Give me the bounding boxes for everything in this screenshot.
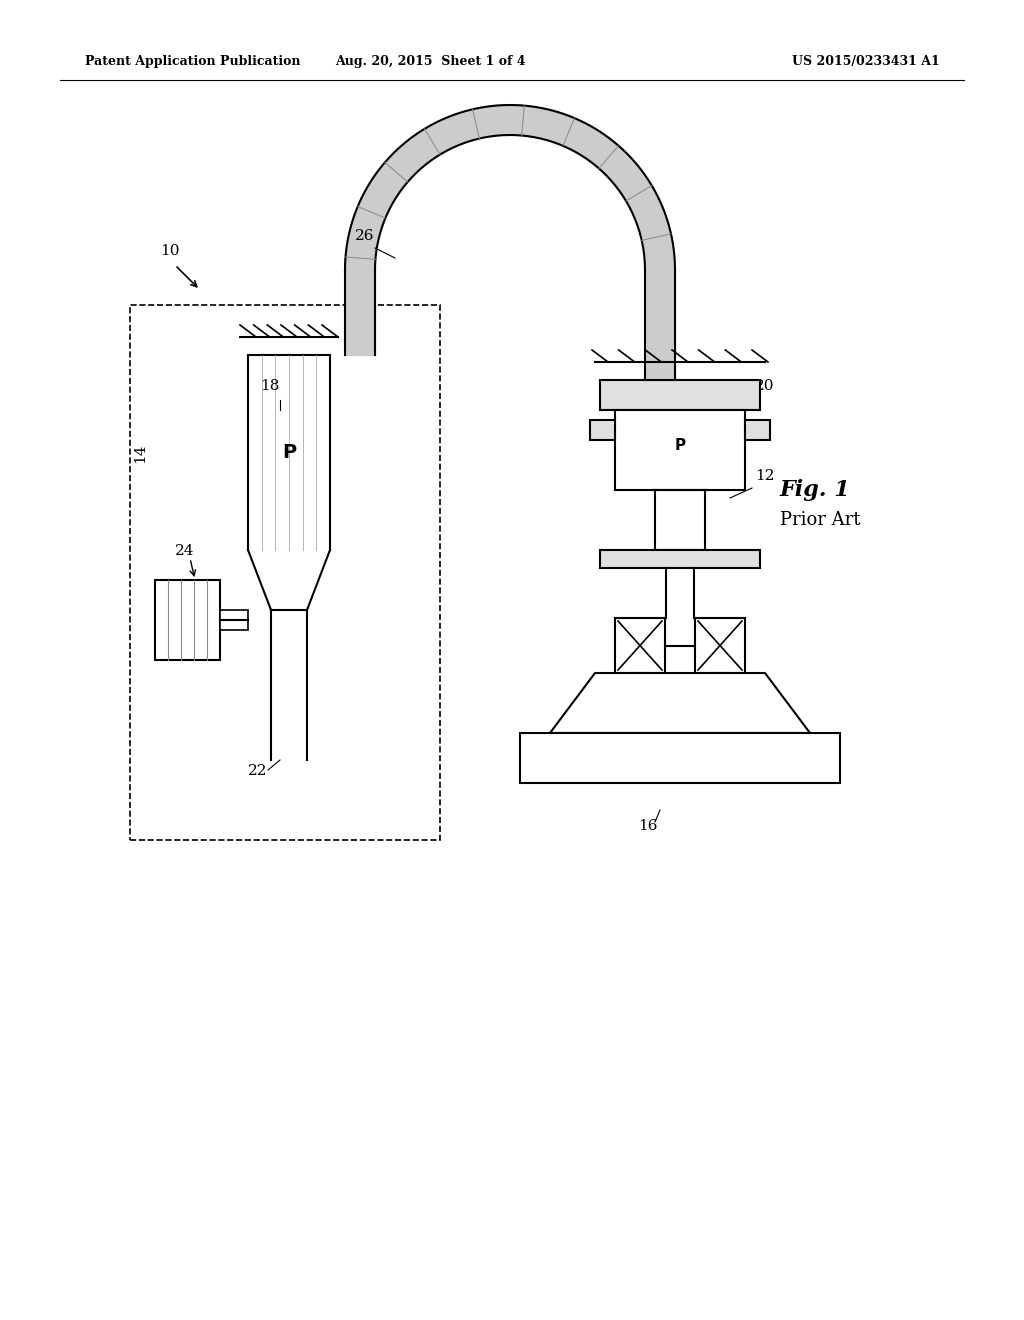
Bar xyxy=(220,610,248,630)
Polygon shape xyxy=(345,106,675,271)
Bar xyxy=(695,618,745,673)
Text: 20: 20 xyxy=(755,379,774,393)
Text: 10: 10 xyxy=(160,244,179,257)
Text: 16: 16 xyxy=(638,818,657,833)
Text: US 2015/0233431 A1: US 2015/0233431 A1 xyxy=(793,55,940,69)
Bar xyxy=(615,618,665,673)
Bar xyxy=(600,550,760,568)
Bar xyxy=(600,380,760,411)
Text: 14: 14 xyxy=(133,444,147,463)
Text: 12: 12 xyxy=(755,469,774,483)
Bar xyxy=(155,579,220,660)
Text: Prior Art: Prior Art xyxy=(780,511,860,529)
Bar xyxy=(130,305,440,840)
Bar xyxy=(520,733,840,783)
Text: P: P xyxy=(675,437,685,453)
Text: Aug. 20, 2015  Sheet 1 of 4: Aug. 20, 2015 Sheet 1 of 4 xyxy=(335,55,525,69)
Text: P: P xyxy=(282,444,296,462)
Text: 22: 22 xyxy=(248,764,267,777)
Text: Fig. 1: Fig. 1 xyxy=(780,479,851,502)
Bar xyxy=(745,420,770,440)
Polygon shape xyxy=(550,673,810,733)
Bar xyxy=(615,411,745,490)
Text: Patent Application Publication: Patent Application Publication xyxy=(85,55,300,69)
Bar xyxy=(590,420,615,440)
Text: 24: 24 xyxy=(175,544,195,558)
Text: 18: 18 xyxy=(260,379,280,393)
Text: 26: 26 xyxy=(355,228,375,243)
